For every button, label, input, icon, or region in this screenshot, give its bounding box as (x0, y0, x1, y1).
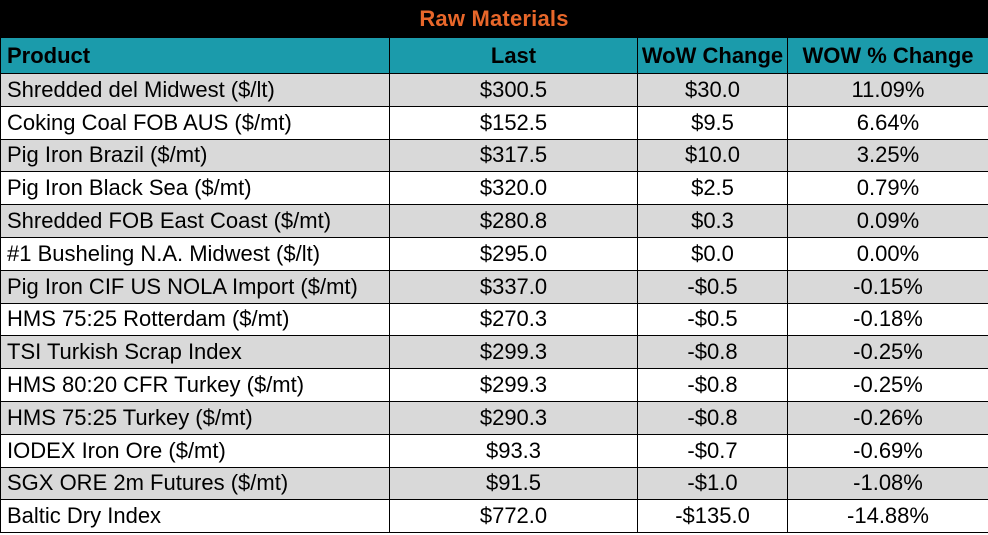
cell-product: Pig Iron CIF US NOLA Import ($/mt) (0, 269, 390, 304)
cell-last: $772.0 (389, 499, 638, 534)
cell-product: IODEX Iron Ore ($/mt) (0, 433, 390, 468)
table-row: Shredded del Midwest ($/lt) $300.5 $30.0 11… (0, 73, 988, 107)
cell-last: $270.3 (389, 302, 638, 337)
cell-last: $337.0 (389, 269, 638, 304)
header-wow-pct-change: WOW % Change (787, 37, 988, 74)
table-row: Coking Coal FOB AUS ($/mt) $152.5 $9.5 6.64… (0, 105, 988, 140)
cell-last: $93.3 (389, 433, 638, 468)
cell-last: $91.5 (389, 466, 638, 501)
cell-wow-change: -$0.5 (637, 302, 788, 337)
cell-product: Baltic Dry Index (0, 499, 390, 534)
cell-wow-change: -$135.0 (637, 499, 788, 534)
header-product: Product (0, 37, 390, 74)
cell-last: $290.3 (389, 400, 638, 435)
cell-wow-change: -$1.0 (637, 466, 788, 501)
cell-wow-change: $0.0 (637, 236, 788, 271)
cell-wow-change: $0.3 (637, 204, 788, 238)
table-body: Shredded del Midwest ($/lt) $300.5 $30.0 11… (0, 73, 988, 534)
cell-wow-pct-change: 6.64% (787, 105, 988, 140)
cell-wow-change: -$0.8 (637, 400, 788, 435)
table-row: HMS 75:25 Rotterdam ($/mt) $270.3 -$0.5 -0.… (0, 302, 988, 337)
cell-wow-pct-change: -0.25% (787, 368, 988, 402)
cell-product: HMS 75:25 Rotterdam ($/mt) (0, 302, 390, 337)
table-row: Pig Iron Black Sea ($/mt) $320.0 $2.5 0.79% (0, 171, 988, 206)
table-row: SGX ORE 2m Futures ($/mt) $91.5 -$1.0 -1.08… (0, 466, 988, 501)
cell-product: Shredded FOB East Coast ($/mt) (0, 204, 390, 238)
cell-wow-pct-change: 3.25% (787, 138, 988, 173)
cell-product: Coking Coal FOB AUS ($/mt) (0, 105, 390, 140)
table-row: Pig Iron Brazil ($/mt) $317.5 $10.0 3.25% (0, 138, 988, 173)
cell-wow-change: -$0.8 (637, 335, 788, 370)
cell-wow-pct-change: -0.69% (787, 433, 988, 468)
table-title-bar: Raw Materials (0, 0, 988, 37)
cell-product: HMS 80:20 CFR Turkey ($/mt) (0, 368, 390, 402)
cell-product: TSI Turkish Scrap Index (0, 335, 390, 370)
cell-wow-change: $10.0 (637, 138, 788, 173)
cell-wow-pct-change: 11.09% (787, 73, 988, 107)
cell-wow-change: -$0.8 (637, 368, 788, 402)
cell-wow-change: $2.5 (637, 171, 788, 206)
cell-product: #1 Busheling N.A. Midwest ($/lt) (0, 236, 390, 271)
header-last: Last (389, 37, 638, 74)
cell-wow-pct-change: 0.79% (787, 171, 988, 206)
table-row: Pig Iron CIF US NOLA Import ($/mt) $337.0… (0, 269, 988, 304)
cell-last: $299.3 (389, 368, 638, 402)
cell-product: Shredded del Midwest ($/lt) (0, 73, 390, 107)
cell-wow-change: -$0.5 (637, 269, 788, 304)
table-row: #1 Busheling N.A. Midwest ($/lt) $295.0 $0… (0, 236, 988, 271)
cell-wow-pct-change: -0.26% (787, 400, 988, 435)
cell-last: $300.5 (389, 73, 638, 107)
table-row: IODEX Iron Ore ($/mt) $93.3 -$0.7 -0.69% (0, 433, 988, 468)
cell-wow-pct-change: 0.00% (787, 236, 988, 271)
header-wow-change: WoW Change (637, 37, 788, 74)
cell-wow-pct-change: 0.09% (787, 204, 988, 238)
cell-last: $280.8 (389, 204, 638, 238)
cell-wow-pct-change: -0.15% (787, 269, 988, 304)
cell-last: $295.0 (389, 236, 638, 271)
raw-materials-table: Product Last WoW Change WOW % Change Shr… (0, 37, 988, 534)
table-row: TSI Turkish Scrap Index $299.3 -$0.8 -0.25% (0, 335, 988, 370)
cell-wow-change: $30.0 (637, 73, 788, 107)
cell-product: HMS 75:25 Turkey ($/mt) (0, 400, 390, 435)
cell-product: Pig Iron Black Sea ($/mt) (0, 171, 390, 206)
cell-last: $320.0 (389, 171, 638, 206)
table-row: Shredded FOB East Coast ($/mt) $280.8 $0.3… (0, 204, 988, 238)
header-row: Product Last WoW Change WOW % Change (0, 37, 988, 74)
cell-wow-pct-change: -0.25% (787, 335, 988, 370)
cell-last: $317.5 (389, 138, 638, 173)
table-row: HMS 80:20 CFR Turkey ($/mt) $299.3 -$0.8 -0… (0, 368, 988, 402)
cell-last: $299.3 (389, 335, 638, 370)
table-title: Raw Materials (419, 5, 569, 31)
cell-wow-pct-change: -0.18% (787, 302, 988, 337)
table-row: HMS 75:25 Turkey ($/mt) $290.3 -$0.8 -0.26% (0, 400, 988, 435)
cell-last: $152.5 (389, 105, 638, 140)
cell-wow-change: -$0.7 (637, 433, 788, 468)
cell-product: SGX ORE 2m Futures ($/mt) (0, 466, 390, 501)
table-row: Baltic Dry Index $772.0 -$135.0 -14.88% (0, 499, 988, 534)
cell-product: Pig Iron Brazil ($/mt) (0, 138, 390, 173)
cell-wow-change: $9.5 (637, 105, 788, 140)
cell-wow-pct-change: -1.08% (787, 466, 988, 501)
cell-wow-pct-change: -14.88% (787, 499, 988, 534)
